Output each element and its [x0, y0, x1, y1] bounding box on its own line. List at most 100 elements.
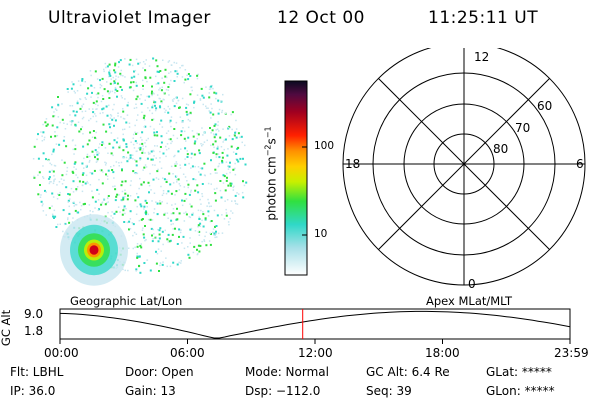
- noise-pixel: [41, 204, 44, 207]
- noise-pixel: [151, 112, 154, 115]
- noise-pixel: [40, 131, 42, 133]
- noise-pixel: [157, 240, 160, 243]
- noise-pixel: [124, 212, 126, 215]
- noise-pixel: [170, 116, 173, 118]
- glat-info: GLat: *****: [486, 365, 552, 379]
- noise-pixel: [242, 157, 244, 160]
- noise-pixel: [53, 175, 55, 177]
- noise-pixel: [175, 161, 178, 163]
- noise-pixel: [116, 193, 119, 196]
- altitude-curve: [59, 310, 571, 339]
- noise-pixel: [171, 99, 174, 101]
- noise-pixel: [199, 198, 201, 201]
- noise-pixel: [118, 146, 121, 149]
- noise-pixel: [151, 85, 153, 88]
- noise-pixel: [95, 115, 97, 117]
- noise-pixel: [42, 165, 44, 167]
- noise-pixel: [159, 157, 161, 159]
- noise-pixel: [232, 189, 235, 191]
- noise-pixel: [89, 184, 92, 186]
- noise-pixel: [88, 161, 91, 163]
- noise-pixel: [187, 118, 190, 121]
- noise-pixel: [168, 72, 170, 74]
- noise-pixel: [95, 120, 98, 123]
- noise-pixel: [203, 131, 206, 134]
- noise-pixel: [181, 204, 184, 207]
- noise-pixel: [239, 136, 241, 139]
- noise-pixel: [108, 104, 110, 107]
- noise-pixel: [129, 154, 132, 157]
- noise-pixel: [197, 231, 200, 233]
- noise-pixel: [106, 114, 109, 117]
- noise-pixel: [183, 212, 185, 214]
- noise-pixel: [155, 75, 157, 78]
- noise-pixel: [201, 127, 203, 129]
- noise-pixel: [120, 95, 123, 97]
- noise-pixel: [69, 198, 71, 200]
- noise-pixel: [151, 234, 153, 237]
- noise-pixel: [145, 213, 147, 216]
- noise-pixel: [152, 57, 155, 60]
- noise-pixel: [100, 169, 103, 172]
- noise-pixel: [157, 82, 160, 85]
- noise-pixel: [209, 220, 212, 223]
- noise-pixel: [158, 270, 160, 272]
- noise-pixel: [102, 107, 105, 110]
- noise-pixel: [98, 152, 100, 154]
- noise-pixel: [110, 166, 112, 168]
- noise-pixel: [156, 94, 159, 96]
- noise-pixel: [227, 168, 230, 170]
- noise-pixel: [210, 132, 212, 134]
- noise-pixel: [189, 120, 191, 122]
- noise-pixel: [160, 89, 163, 92]
- noise-pixel: [62, 230, 64, 233]
- noise-pixel: [49, 181, 51, 183]
- noise-pixel: [56, 184, 58, 186]
- noise-pixel: [185, 211, 187, 213]
- noise-pixel: [48, 170, 51, 173]
- noise-pixel: [189, 75, 192, 77]
- noise-pixel: [170, 223, 172, 226]
- noise-pixel: [112, 82, 115, 85]
- noise-pixel: [214, 123, 217, 126]
- noise-pixel: [74, 124, 77, 127]
- units-text-s: s: [264, 138, 279, 145]
- noise-pixel: [161, 77, 163, 79]
- noise-pixel: [161, 194, 164, 196]
- noise-pixel: [44, 121, 47, 124]
- noise-pixel: [84, 110, 87, 112]
- noise-pixel: [144, 225, 146, 227]
- noise-pixel: [141, 218, 144, 220]
- noise-pixel: [96, 188, 99, 191]
- noise-pixel: [192, 135, 195, 138]
- noise-pixel: [197, 209, 200, 212]
- noise-pixel: [52, 196, 55, 198]
- noise-pixel: [180, 260, 182, 262]
- noise-pixel: [108, 123, 111, 126]
- noise-pixel: [169, 121, 171, 124]
- noise-pixel: [173, 98, 175, 100]
- noise-pixel: [175, 96, 178, 99]
- noise-pixel: [203, 240, 206, 242]
- noise-pixel: [197, 244, 200, 247]
- noise-pixel: [229, 126, 231, 129]
- noise-pixel: [212, 87, 214, 90]
- noise-pixel: [146, 95, 148, 98]
- noise-pixel: [70, 187, 73, 190]
- noise-pixel: [148, 95, 151, 98]
- noise-pixel: [181, 121, 183, 123]
- noise-pixel: [203, 141, 206, 143]
- noise-pixel: [159, 146, 162, 148]
- noise-pixel: [139, 271, 142, 274]
- noise-pixel: [171, 233, 174, 236]
- noise-pixel: [235, 128, 238, 130]
- noise-pixel: [229, 161, 231, 164]
- noise-pixel: [80, 205, 83, 207]
- noise-pixel: [190, 227, 193, 230]
- noise-pixel: [152, 228, 154, 231]
- noise-pixel: [58, 194, 61, 196]
- noise-pixel: [79, 84, 82, 87]
- noise-pixel: [110, 78, 112, 80]
- noise-pixel: [108, 92, 110, 95]
- apex-label: Apex MLat/MLT: [426, 294, 513, 308]
